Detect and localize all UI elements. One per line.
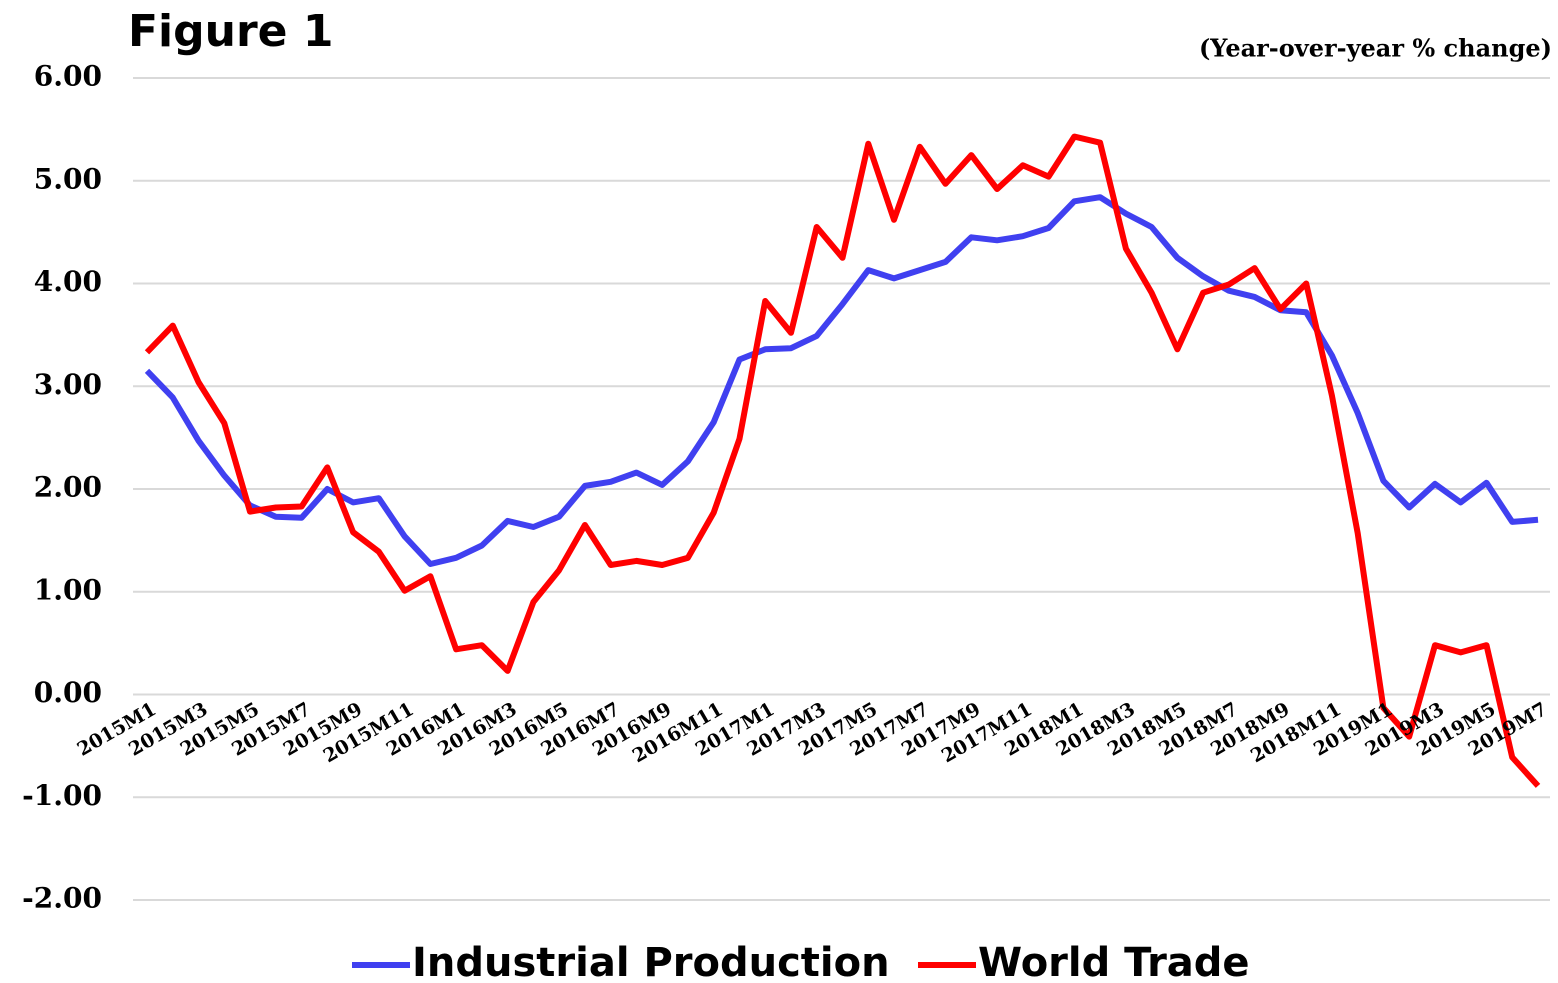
series-line — [144, 194, 1539, 567]
legend-label: Industrial Production — [412, 940, 890, 983]
y-tick-label: -1.00 — [22, 779, 102, 812]
chart-title: Figure 1 — [128, 6, 333, 57]
y-tick-label: 6.00 — [34, 60, 102, 93]
y-tick-label: 0.00 — [34, 676, 102, 709]
y-tick-label: 3.00 — [34, 368, 102, 401]
y-tick-label: 1.00 — [34, 573, 102, 606]
series-line — [144, 133, 1541, 788]
y-tick-label: 4.00 — [34, 265, 102, 298]
legend-label: World Trade — [978, 940, 1250, 983]
y-tick-label: 2.00 — [34, 471, 102, 504]
y-tick-label: -2.00 — [22, 882, 102, 915]
y-tick-label: 5.00 — [34, 162, 102, 195]
chart-subtitle: (Year-over-year % change) — [1199, 34, 1552, 63]
